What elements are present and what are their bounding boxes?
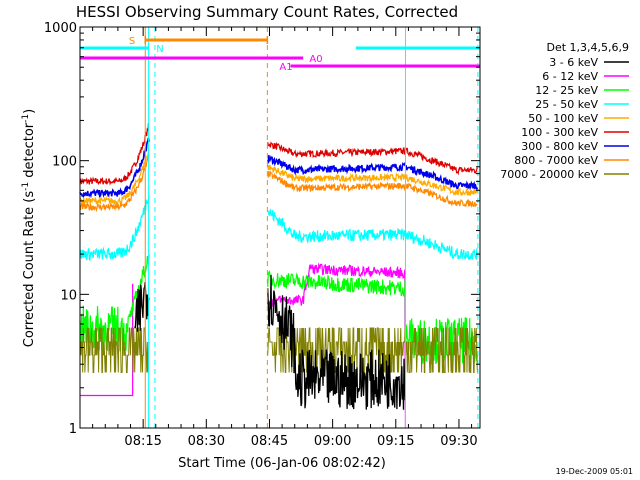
legend-label: 300 - 800 keV: [521, 140, 598, 153]
legend-label: 7000 - 20000 keV: [500, 168, 598, 181]
series-line: [80, 327, 478, 373]
x-tick-label: 08:15: [124, 434, 161, 449]
flag-label: A0: [309, 54, 322, 65]
legend-label: 12 - 25 keV: [535, 84, 598, 97]
plot-frame: [79, 26, 481, 429]
x-tick-label: 09:00: [314, 434, 351, 449]
series-line: [79, 154, 478, 213]
legend-label: 6 - 12 keV: [542, 70, 598, 83]
axes: 1 10 100 1000 08:15 08:30 08:45 09:00 09:15 09:30: [44, 21, 481, 449]
series-line: [134, 275, 406, 410]
legend-label: 800 - 7000 keV: [514, 154, 598, 167]
y-tick-label: 1000: [44, 21, 77, 36]
series-line: [79, 137, 479, 199]
y-tick-label: 10: [60, 288, 77, 303]
series-line: [79, 122, 478, 186]
y-axis-label: Corrected Count Rate (s-1 detector-1): [21, 109, 37, 347]
legend-title: Det 1,3,4,5,6,9: [546, 41, 629, 54]
plot-area: S N A0 A1: [79, 27, 480, 429]
legend-label: 50 - 100 keV: [528, 112, 598, 125]
legend-label: 100 - 300 keV: [521, 126, 598, 139]
series-line: [80, 262, 407, 429]
x-axis-label: Start Time (06-Jan-06 08:02:42): [178, 456, 386, 471]
legend-label: 3 - 6 keV: [549, 56, 598, 69]
flag-label: A1: [279, 62, 292, 73]
y-tick-label: 1: [69, 422, 77, 437]
series-line: [79, 194, 478, 262]
chart-title: HESSI Observing Summary Count Rates, Cor…: [76, 3, 458, 21]
x-tick-label: 09:15: [377, 434, 414, 449]
footer-date: 19-Dec-2009 05:01: [556, 467, 633, 476]
x-tick-label: 08:30: [188, 434, 225, 449]
flag-label: S: [129, 36, 135, 47]
x-tick-label: 09:30: [440, 434, 477, 449]
flag-label: N: [156, 44, 163, 55]
x-tick-label: 08:45: [251, 434, 288, 449]
legend-label: 25 - 50 keV: [535, 98, 598, 111]
series-line: [79, 149, 478, 206]
y-tick-label: 100: [52, 155, 77, 170]
